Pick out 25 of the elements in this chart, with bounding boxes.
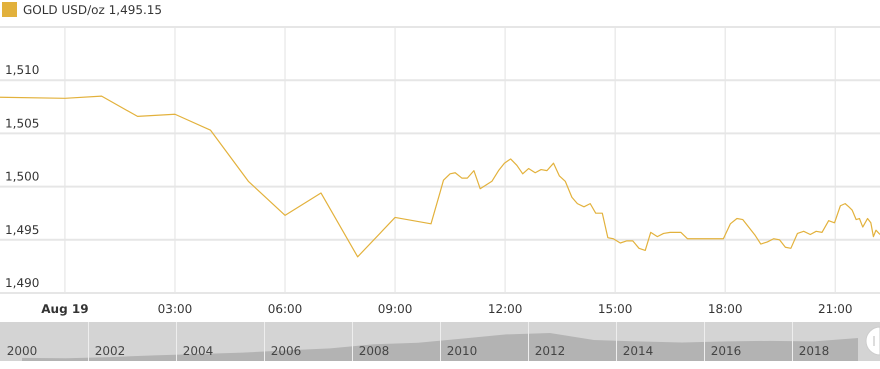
x-tick-label: 2012 bbox=[534, 344, 566, 358]
x-tick-label: 06:00 bbox=[268, 302, 302, 316]
x-tick-label: 2018 bbox=[798, 344, 830, 358]
x-tick-label: 2010 bbox=[446, 344, 478, 358]
x-tick-label: 2008 bbox=[358, 344, 390, 358]
x-tick-label: Aug 19 bbox=[41, 302, 89, 316]
text: 1,495.15 bbox=[108, 3, 162, 17]
x-tick-label: 18:00 bbox=[708, 302, 742, 316]
x-tick-label: 21:00 bbox=[818, 302, 853, 316]
x-tick-label: 2016 bbox=[710, 344, 742, 358]
legend-label: GOLD USD/oz bbox=[23, 3, 105, 17]
y-tick-label: 1,490 bbox=[5, 276, 40, 290]
x-tick-label: 2000 bbox=[6, 344, 38, 358]
y-tick-label: 1,500 bbox=[5, 170, 40, 184]
x-tick-label: 12:00 bbox=[488, 302, 522, 316]
y-tick-label: 1,510 bbox=[5, 63, 40, 78]
x-tick-label: 03:00 bbox=[158, 302, 192, 316]
x-tick-label: 2014 bbox=[622, 344, 654, 358]
x-tick-label: 15:00 bbox=[598, 302, 632, 316]
x-tick-label: 2002 bbox=[94, 344, 126, 358]
x-tick-label: 2006 bbox=[270, 344, 302, 358]
y-tick-label: 1,505 bbox=[5, 116, 40, 130]
x-tick-label: 09:00 bbox=[378, 302, 412, 316]
x-tick-label: 2004 bbox=[182, 344, 214, 358]
y-tick-label: 1,495 bbox=[5, 222, 40, 237]
